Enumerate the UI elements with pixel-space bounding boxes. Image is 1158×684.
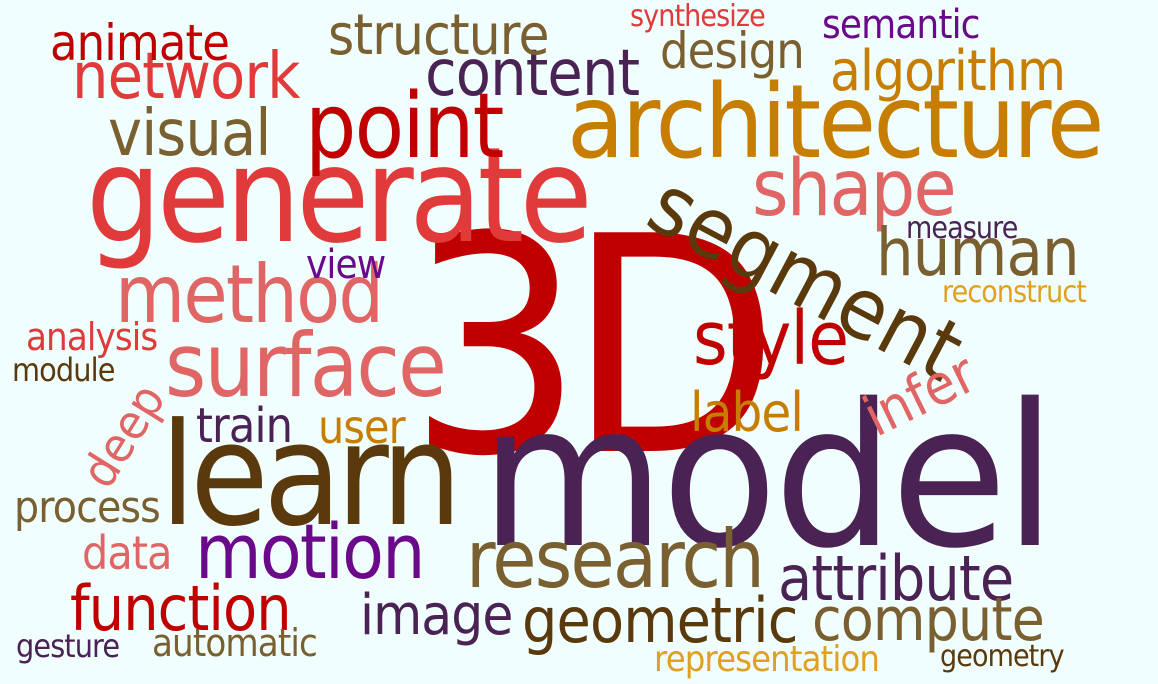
word-learn: learn: [160, 393, 462, 558]
word-style: style: [693, 296, 849, 382]
word-model: model: [480, 361, 1057, 592]
word-reconstruct: reconstruct: [942, 275, 1087, 310]
word-automatic: automatic: [152, 621, 318, 665]
word-algorithm: algorithm: [830, 39, 1066, 104]
word-design: design: [660, 22, 805, 80]
word-human: human: [876, 214, 1080, 291]
word-attribute: attribute: [778, 542, 1014, 615]
word-gesture: gesture: [16, 627, 120, 665]
word-surface: surface: [165, 314, 447, 417]
word-structure: structure: [328, 3, 550, 68]
word-semantic: semantic: [822, 2, 980, 48]
word-train: train: [196, 398, 293, 454]
word-synthesize: synthesize: [630, 0, 766, 34]
word-point: point: [305, 74, 504, 179]
word-network: network: [72, 40, 301, 114]
word-shape: shape: [752, 144, 957, 234]
word-data: data: [82, 526, 173, 580]
word-view: view: [306, 242, 386, 288]
word-content: content: [425, 37, 640, 111]
word-analysis: analysis: [26, 315, 158, 359]
word-image: image: [360, 583, 513, 648]
word-user: user: [318, 400, 406, 454]
word-geometric: geometric: [522, 584, 798, 657]
word-animate: animate: [50, 14, 230, 72]
word-method: method: [115, 248, 384, 341]
word-architecture: architecture: [567, 63, 1104, 182]
word-motion: motion: [195, 507, 426, 596]
word-research: research: [466, 513, 765, 606]
word-label: label: [690, 381, 804, 444]
word-compute: compute: [812, 585, 1045, 655]
word-measure: measure: [906, 211, 1018, 246]
word-process: process: [14, 482, 161, 533]
word-function: function: [70, 572, 292, 645]
word-generate: generate: [86, 119, 593, 273]
word-visual: visual: [108, 97, 271, 171]
word-geometry: geometry: [940, 639, 1065, 674]
word-module: module: [12, 351, 115, 389]
word-representation: representation: [654, 639, 880, 680]
word-deep: deep: [70, 374, 177, 498]
word-3d: 3D: [408, 173, 780, 522]
